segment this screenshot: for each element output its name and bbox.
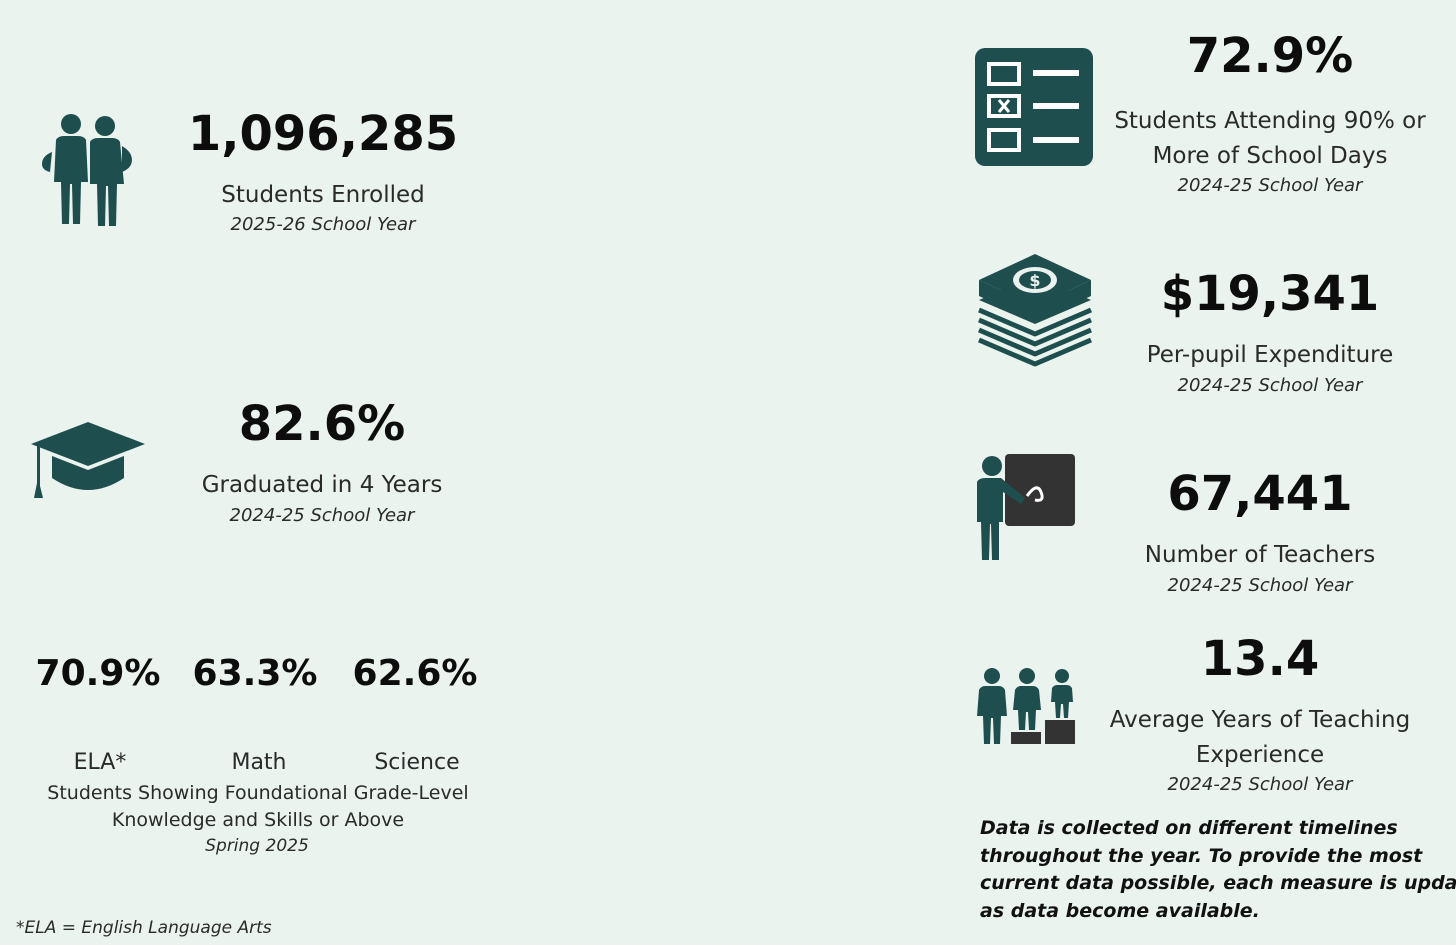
science-label: Science [374,750,460,775]
note-line: current data possible, each measure is u… [980,872,1456,894]
math-label: Math [231,750,287,775]
expenditure-period: 2024-25 School Year [1177,375,1363,396]
attendance-label-line: More of School Days [1152,143,1388,169]
graduation-value: 82.6% [238,396,406,452]
proficiency-label-line: Students Showing Foundational Grade-Leve… [47,782,469,804]
ela-value: 70.9% [35,653,161,694]
checklist-icon [975,48,1093,166]
proficiency-label-line: Knowledge and Skills or Above [111,809,405,831]
svg-text:$: $ [1029,271,1040,290]
data-timeline-note: Data is collected on different timelines… [980,815,1456,925]
attendance-period: 2024-25 School Year [1177,175,1363,196]
experience-label: Average Years of Teaching Experience [1090,703,1430,773]
teachers-value: 67,441 [1167,466,1353,522]
enrollment-value: 1,096,285 [187,106,459,162]
podium-people-icon [977,668,1075,744]
attendance-value: 72.9% [1186,28,1354,84]
note-line: as data become available. [980,899,1260,922]
expenditure-label: Per-pupil Expenditure [1146,342,1394,368]
expenditure-value: $19,341 [1160,266,1380,322]
footnote: *ELA = English Language Arts [16,918,272,938]
graduation-period: 2024-25 School Year [229,505,415,526]
proficiency-period: Spring 2025 [205,836,309,856]
attendance-label-line: Students Attending 90% or [1114,108,1426,134]
science-value: 62.6% [352,653,478,694]
graduation-label: Graduated in 4 Years [201,472,443,498]
note-line: Data is collected on different timelines [980,817,1398,839]
experience-value: 13.4 [1200,631,1320,687]
attendance-label: Students Attending 90% or More of School… [1100,104,1440,174]
enrollment-label: Students Enrolled [221,182,425,208]
graduation-cap-icon [31,422,145,498]
experience-period: 2024-25 School Year [1167,774,1353,795]
students-icon [42,114,132,226]
math-value: 63.3% [192,653,318,694]
ela-label: ELA* [73,750,127,775]
note-line: throughout the year. To provide the most [980,844,1423,867]
experience-label-line: Average Years of Teaching [1109,707,1411,733]
teacher-icon [977,454,1075,560]
teachers-label: Number of Teachers [1144,542,1376,568]
teachers-period: 2024-25 School Year [1167,575,1353,596]
enrollment-period: 2025-26 School Year [230,214,416,235]
proficiency-label: Students Showing Foundational Grade-Leve… [40,780,476,834]
experience-label-line: Experience [1195,742,1325,768]
money-stack-icon: $ [978,254,1092,367]
